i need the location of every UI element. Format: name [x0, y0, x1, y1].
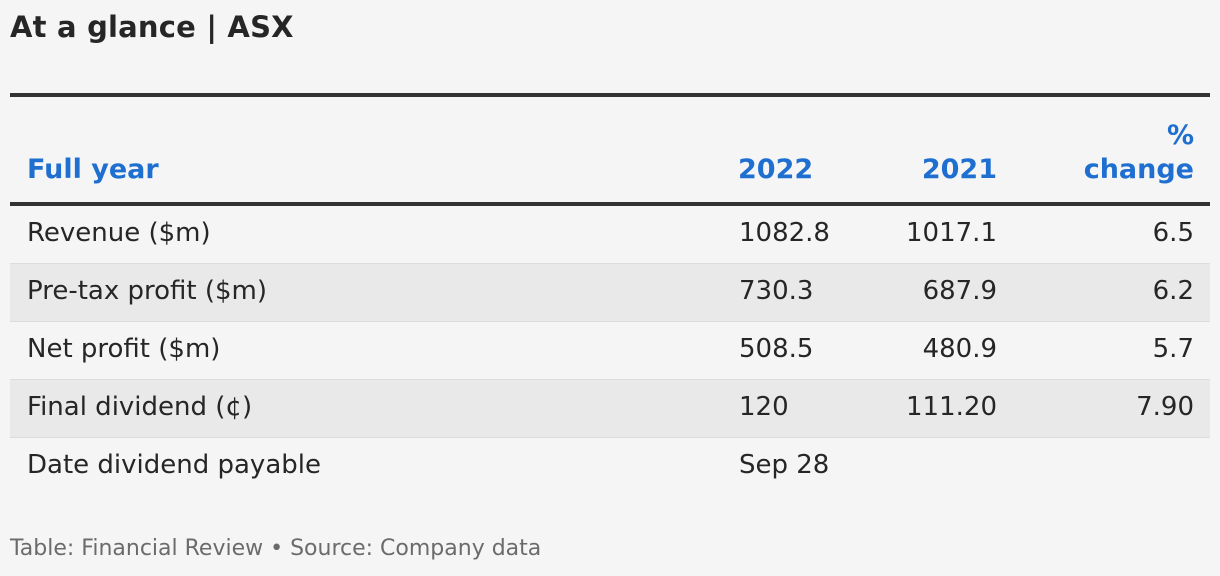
row-label: Pre-tax profit ($m) [27, 276, 268, 306]
header-2022: 2022 [738, 154, 814, 185]
header-change-word: change [1083, 154, 1194, 185]
table-row: Revenue ($m) 1082.8 1017.1 6.5 [10, 206, 1210, 264]
cell-change: 7.90 [1136, 392, 1194, 422]
header-full-year: Full year [27, 154, 159, 185]
cell-2021: 1017.1 [906, 218, 997, 248]
cell-2022: 120 [739, 392, 789, 422]
table-row: Net profit ($m) 508.5 480.9 5.7 [10, 322, 1210, 380]
table-row: Final dividend (¢) 120 111.20 7.90 [10, 380, 1210, 438]
row-label: Final dividend (¢) [27, 392, 253, 422]
cell-2022: Sep 28 [739, 450, 830, 480]
cell-change: 6.5 [1152, 218, 1194, 248]
header-2021: 2021 [921, 154, 997, 185]
source-footnote: Table: Financial Review • Source: Compan… [10, 536, 542, 561]
cell-2021: 480.9 [922, 334, 997, 364]
cell-2021: 687.9 [922, 276, 997, 306]
row-label: Revenue ($m) [27, 218, 211, 248]
header-percent-symbol: % [1166, 120, 1194, 151]
cell-change: 6.2 [1152, 276, 1194, 306]
row-label: Date dividend payable [27, 450, 321, 480]
data-table: Full year 2022 2021 % change Revenue ($m… [10, 93, 1210, 495]
cell-2021: 111.20 [906, 392, 997, 422]
page-title: At a glance | ASX [10, 10, 294, 44]
table-row: Date dividend payable Sep 28 [10, 438, 1210, 495]
cell-2022: 1082.8 [739, 218, 830, 248]
cell-change: 5.7 [1152, 334, 1194, 364]
cell-2022: 508.5 [739, 334, 814, 364]
cell-2022: 730.3 [739, 276, 814, 306]
row-label: Net profit ($m) [27, 334, 221, 364]
top-rule [10, 93, 1210, 97]
table-row: Pre-tax profit ($m) 730.3 687.9 6.2 [10, 264, 1210, 322]
table-header: Full year 2022 2021 % change [10, 97, 1210, 206]
header-percent-change: % change [1054, 119, 1194, 187]
